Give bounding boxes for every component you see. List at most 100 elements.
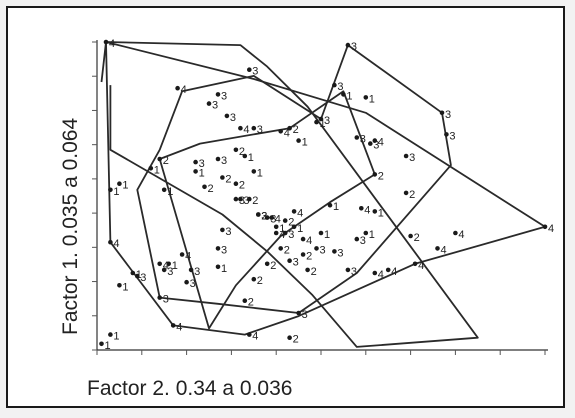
point-label: 1	[324, 229, 330, 241]
point-label: 4	[418, 260, 424, 272]
point-label: 4	[548, 223, 554, 235]
point-label: 1	[167, 186, 173, 198]
point-group-3	[206, 101, 212, 106]
point-group-1	[291, 224, 297, 230]
hull-group-1	[100, 41, 479, 348]
point-label: 2	[257, 275, 263, 287]
point-label: 3	[230, 112, 236, 124]
point-label: 4	[391, 266, 397, 278]
point-group-3	[287, 258, 292, 264]
point-label: 3	[288, 229, 294, 241]
point-group-2	[242, 298, 248, 304]
point-label: 3	[360, 134, 366, 146]
point-label: 1	[297, 223, 303, 235]
point-label: 1	[221, 263, 227, 275]
point-group-3	[368, 141, 373, 146]
y-axis-label: Factor 1. 0.035 a 0.064	[59, 118, 82, 335]
point-group-3	[444, 132, 449, 137]
point-group-1	[117, 283, 122, 288]
point-label: 1	[257, 167, 263, 179]
point-group-2	[287, 335, 292, 341]
point-label: 4	[243, 124, 249, 136]
point-group-4	[108, 239, 113, 245]
point-group-4	[453, 230, 458, 236]
point-label: 2	[293, 124, 299, 136]
point-group-3	[247, 67, 252, 72]
point-group-4	[278, 129, 284, 134]
point-group-3	[184, 279, 189, 285]
point-label: 3	[302, 309, 308, 321]
point-group-3	[215, 156, 221, 162]
point-label: 3	[167, 266, 173, 278]
point-group-4	[273, 230, 279, 236]
axes	[92, 40, 548, 355]
point-group-3	[161, 267, 167, 273]
point-group-3	[282, 230, 288, 236]
point-label: 3	[257, 124, 263, 136]
point-group-3	[193, 159, 198, 165]
point-label: 4	[378, 269, 384, 281]
point-group-4	[412, 261, 418, 267]
point-label: 4	[176, 321, 182, 333]
point-group-1	[193, 169, 198, 174]
point-label: 3	[199, 158, 205, 170]
point-group-4	[385, 267, 391, 273]
point-label: 2	[239, 180, 245, 192]
point-group-1	[117, 181, 122, 186]
point-group-4	[269, 215, 275, 220]
point-group-3	[255, 212, 261, 217]
point-group-3	[318, 116, 324, 122]
point-group-1	[166, 261, 171, 267]
point-label: 3	[221, 90, 227, 102]
point-group-1	[327, 202, 333, 208]
point-group-4	[179, 252, 185, 257]
point-group-4	[359, 206, 364, 211]
point-group-1	[161, 187, 167, 193]
point-label: 1	[333, 201, 339, 213]
point-group-4	[238, 125, 243, 131]
point-label: 3	[221, 155, 227, 167]
point-label: 3	[239, 195, 245, 207]
point-group-2	[202, 184, 207, 190]
point-label: 3	[140, 272, 146, 284]
point-group-2	[233, 147, 239, 153]
point-label: 3	[190, 278, 196, 290]
point-group-3	[345, 267, 351, 273]
point-label: 4	[113, 238, 119, 250]
point-label: 4	[378, 137, 384, 149]
point-group-3	[403, 153, 409, 159]
point-label: 4	[284, 127, 290, 139]
point-group-3	[224, 113, 230, 119]
point-label: 2	[208, 183, 214, 195]
point-label: 2	[225, 174, 231, 186]
point-label: 2	[311, 266, 317, 278]
point-label: 2	[306, 251, 312, 263]
point-group-2	[233, 181, 239, 186]
point-group-3	[238, 196, 243, 202]
point-label: 2	[288, 217, 294, 229]
point-group-4	[372, 138, 378, 143]
point-group-3	[220, 227, 225, 233]
point-label: 3	[449, 130, 455, 142]
point-label: 3	[320, 244, 326, 256]
point-group-1	[130, 270, 136, 276]
point-label: 1	[172, 260, 178, 272]
point-group-1	[99, 341, 104, 347]
point-group-1	[215, 264, 221, 270]
point-label: 2	[378, 170, 384, 182]
point-group-1	[108, 187, 113, 193]
point-group-4	[175, 85, 180, 91]
point-label: 3	[225, 226, 231, 238]
point-group-2	[300, 252, 306, 257]
point-label: 4	[364, 204, 370, 216]
point-group-2	[278, 246, 284, 251]
point-label: 1	[320, 118, 326, 130]
point-label: 4	[306, 235, 312, 247]
point-label: 2	[261, 211, 267, 223]
point-group-3	[251, 125, 257, 131]
chart-frame	[6, 6, 565, 408]
point-label: 1	[122, 180, 128, 192]
point-group-1	[273, 224, 279, 230]
point-label: 2	[284, 244, 290, 256]
point-label: 4	[441, 244, 447, 256]
